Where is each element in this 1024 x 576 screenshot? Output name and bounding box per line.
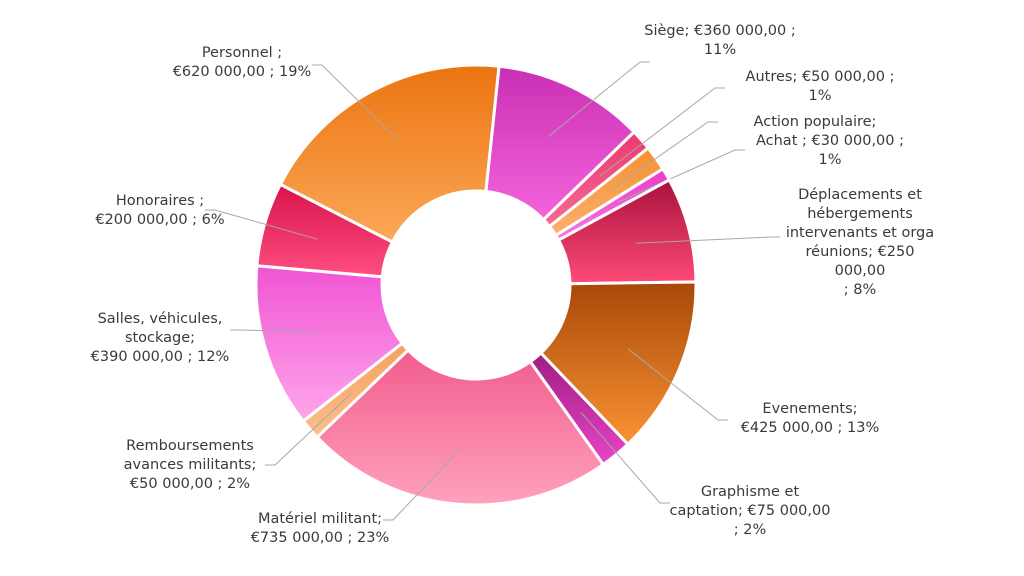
data-label: Autres; €50 000,00 ; 1% xyxy=(745,69,895,104)
leader-line xyxy=(547,61,650,138)
leader-line xyxy=(599,87,725,177)
leader-line xyxy=(580,412,670,504)
leader-line xyxy=(312,64,398,141)
leader-line xyxy=(230,329,318,333)
data-label: Graphisme et captation; €75 000,00 ; 2% xyxy=(669,484,831,538)
slice-evenements xyxy=(538,280,698,447)
data-label: Déplacements et hébergements intervenant… xyxy=(785,187,935,298)
data-label: Matériel militant; €735 000,00 ; 23% xyxy=(250,511,390,546)
slice-personnel xyxy=(278,63,501,245)
leader-line xyxy=(265,392,352,466)
leader-line xyxy=(627,348,728,421)
data-label: Remboursements avances militants; €50 00… xyxy=(123,438,257,492)
slice-salles-v-hicules-stockage xyxy=(254,264,405,424)
slice-mat-riel-militant xyxy=(315,347,606,507)
leader-line xyxy=(610,121,718,191)
data-label: Honoraires ; €200 000,00 ; 6% xyxy=(95,193,225,228)
leader-line xyxy=(205,209,318,240)
data-label: Achat ; €30 000,00 ; 1% xyxy=(755,133,905,168)
data-label: Evenements; €425 000,00 ; 13% xyxy=(740,401,880,436)
data-label: Action populaire; xyxy=(753,114,877,130)
leader-line xyxy=(383,448,461,521)
leader-line xyxy=(635,236,780,244)
data-label: Siège; €360 000,00 ; 11% xyxy=(644,23,796,58)
data-label: Personnel ; €620 000,00 ; 19% xyxy=(172,45,312,80)
data-label: Salles, véhicules, stockage; €390 000,00… xyxy=(90,311,230,365)
